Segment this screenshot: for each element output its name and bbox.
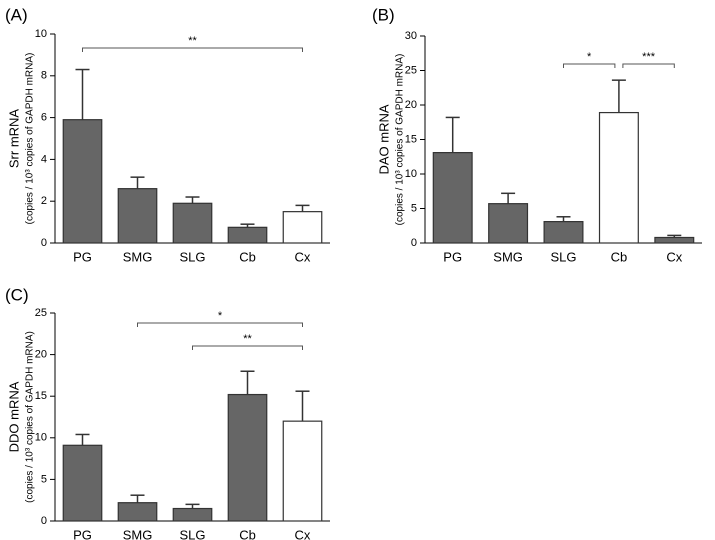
bar	[172, 507, 213, 522]
significance-bracket	[82, 47, 303, 52]
significance-bracket	[563, 63, 616, 68]
x-tick-label: SMG	[123, 249, 153, 264]
y-tick-label: 10	[405, 168, 417, 180]
bar	[282, 211, 323, 244]
y-tick-label: 25	[405, 64, 417, 76]
y-tick-label: 25	[35, 307, 47, 319]
y-tick-label: 8	[41, 70, 47, 82]
y-axis-sublabel: (copies / 10³ copies of GAPDH mRNA)	[395, 54, 406, 226]
x-tick-label: PG	[73, 527, 92, 540]
panel-label: (A)	[5, 5, 28, 24]
y-tick-label: 30	[405, 30, 417, 42]
bar	[117, 502, 158, 522]
significance-bracket	[192, 345, 303, 350]
y-tick-label: 20	[35, 349, 47, 361]
significance-bracket	[622, 63, 675, 68]
bar	[598, 111, 639, 244]
significance-label: ***	[642, 51, 656, 63]
bar	[488, 203, 529, 244]
bar	[227, 393, 268, 522]
x-tick-label: PG	[443, 249, 462, 264]
y-tick-label: 15	[35, 390, 47, 402]
bar	[282, 420, 323, 522]
x-tick-label: SMG	[493, 249, 523, 264]
y-tick-label: 0	[41, 237, 47, 249]
y-tick-label: 20	[405, 99, 417, 111]
panel-label: (C)	[5, 285, 29, 304]
bar	[654, 236, 695, 244]
x-tick-label: Cx	[295, 249, 311, 264]
significance-label: **	[188, 35, 197, 47]
x-tick-label: SLG	[550, 249, 576, 264]
significance-label: **	[243, 333, 252, 345]
y-tick-label: 0	[411, 237, 417, 249]
x-tick-label: SMG	[123, 527, 153, 540]
x-tick-label: Cx	[295, 527, 311, 540]
bar	[62, 444, 103, 522]
significance-label: *	[587, 51, 592, 63]
x-tick-label: SLG	[179, 249, 205, 264]
y-axis-sublabel: (copies / 10³ copies of GAPDH mRNA)	[25, 53, 36, 225]
bar	[117, 188, 158, 244]
significance-bracket	[137, 322, 303, 327]
bar	[227, 226, 268, 244]
y-tick-label: 2	[41, 195, 47, 207]
bar	[543, 221, 584, 244]
panel-label: (B)	[372, 5, 395, 24]
x-tick-label: SLG	[179, 527, 205, 540]
x-tick-label: Cb	[239, 249, 256, 264]
bar	[432, 152, 473, 244]
y-tick-label: 10	[35, 432, 47, 444]
y-tick-label: 6	[41, 112, 47, 124]
significance-label: *	[218, 310, 223, 322]
y-tick-label: 15	[405, 133, 417, 145]
y-axis-label: Srr mRNA	[6, 109, 21, 169]
y-axis-label: DDO mRNA	[6, 381, 21, 452]
y-tick-label: 5	[411, 202, 417, 214]
y-axis-sublabel: (copies / 10³ copies of GAPDH mRNA)	[25, 331, 36, 503]
y-tick-label: 0	[41, 515, 47, 527]
bar	[62, 119, 103, 244]
y-tick-label: 5	[41, 473, 47, 485]
x-tick-label: Cb	[611, 249, 628, 264]
y-axis-label: DAO mRNA	[376, 104, 391, 174]
x-tick-label: Cx	[666, 249, 682, 264]
x-tick-label: PG	[73, 249, 92, 264]
y-tick-label: 4	[41, 153, 47, 165]
y-tick-label: 10	[35, 28, 47, 40]
bar	[172, 202, 213, 244]
x-tick-label: Cb	[239, 527, 256, 540]
